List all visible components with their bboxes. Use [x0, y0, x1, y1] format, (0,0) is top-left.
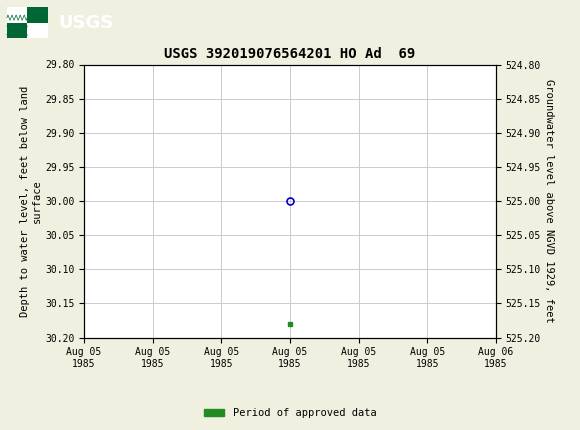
- FancyBboxPatch shape: [7, 7, 48, 38]
- Bar: [27, 7, 48, 22]
- Bar: [7, 22, 27, 38]
- Title: USGS 392019076564201 HO Ad  69: USGS 392019076564201 HO Ad 69: [164, 46, 416, 61]
- Text: USGS: USGS: [58, 14, 113, 31]
- Bar: [27, 22, 48, 38]
- Y-axis label: Groundwater level above NGVD 1929, feet: Groundwater level above NGVD 1929, feet: [543, 79, 554, 323]
- Bar: [7, 7, 27, 22]
- Y-axis label: Depth to water level, feet below land
surface: Depth to water level, feet below land su…: [20, 86, 42, 316]
- Legend: Period of approved data: Period of approved data: [200, 404, 380, 423]
